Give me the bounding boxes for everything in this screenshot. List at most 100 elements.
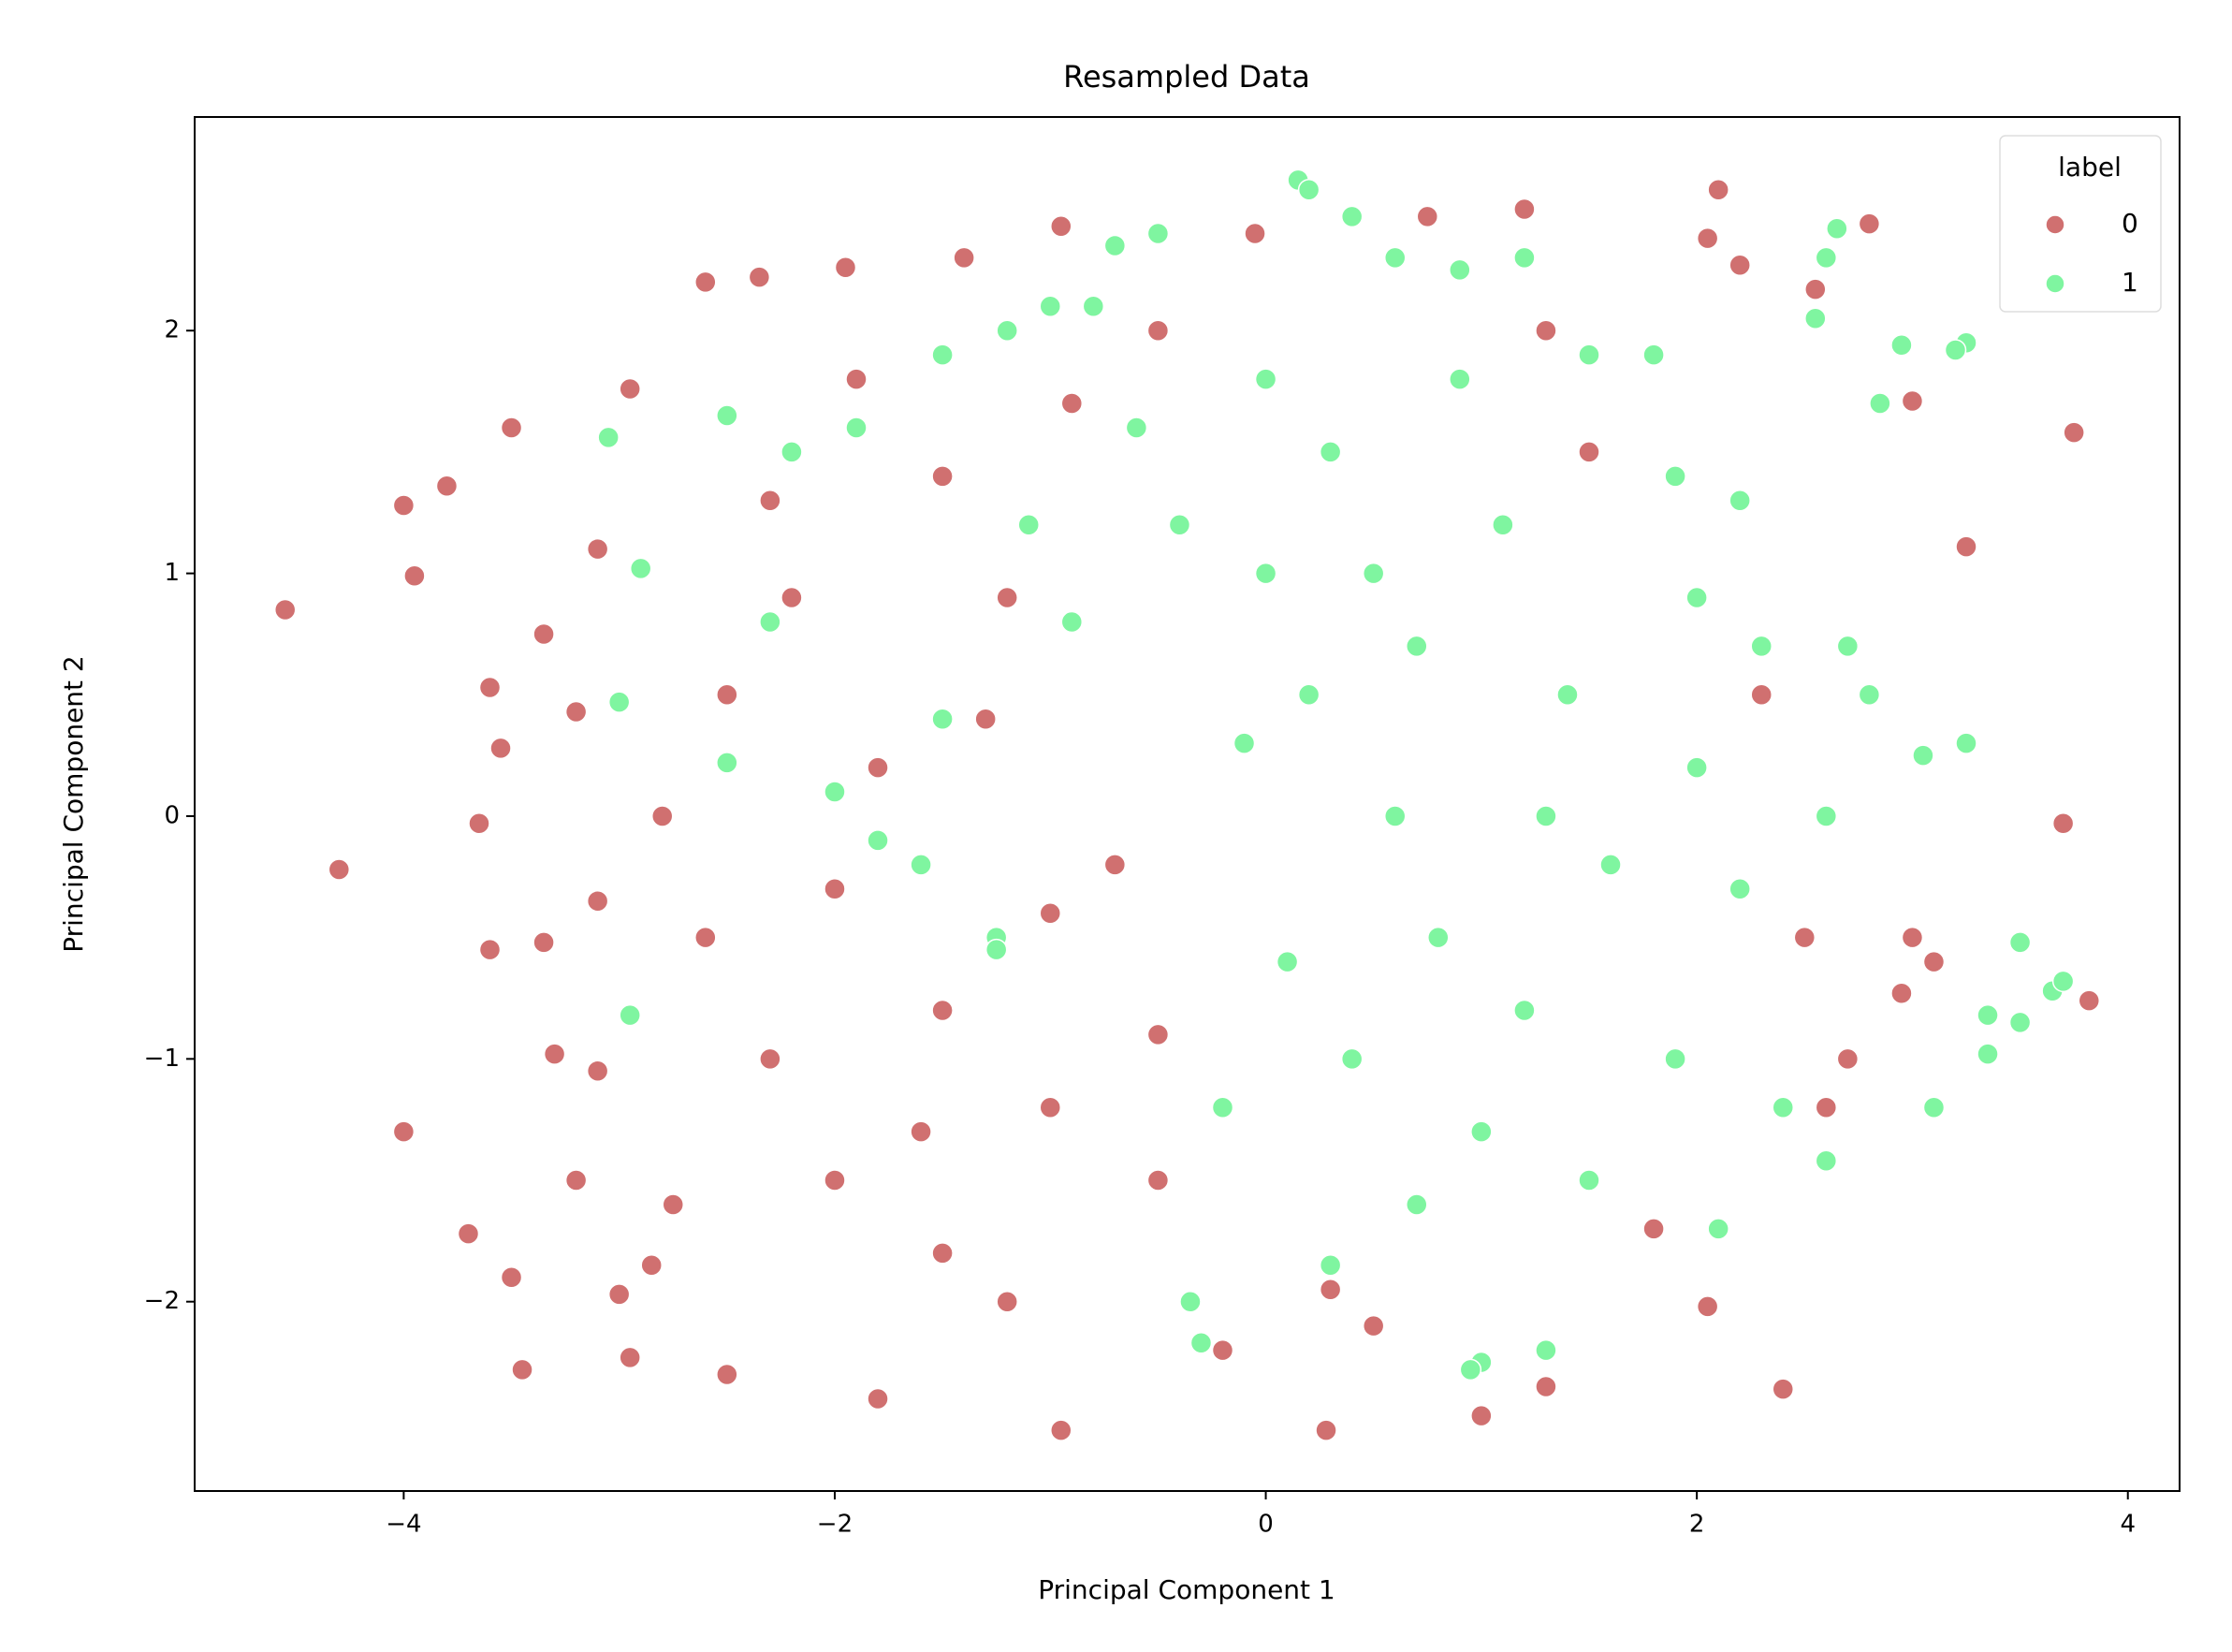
plot-area [273,168,2101,1441]
scatter-point [748,266,771,288]
scatter-point [1642,344,1665,366]
scatter-point [974,708,997,730]
scatter-point [1513,999,1536,1022]
legend-label: 0 [2122,208,2138,239]
scatter-point [845,417,868,439]
scatter-point [1729,490,1751,512]
scatter-point [931,465,954,488]
scatter-point [640,1254,663,1277]
scatter-point [1146,222,1170,245]
scatter-point [1955,732,1977,754]
scatter-point [2063,421,2085,444]
chart-title: Resampled Data [1063,59,1310,95]
scatter-point [543,1043,566,1065]
scatter-point [607,691,631,713]
scatter-point [694,926,717,949]
y-tick-label: −2 [144,1287,180,1315]
scatter-point [532,622,555,646]
scatter-point [1383,805,1407,827]
scatter-point [824,781,846,803]
scatter-point [1050,214,1072,238]
scatter-point [996,319,1018,342]
scatter-point [597,426,620,449]
scatter-point [1319,1278,1342,1301]
scatter-point [1319,441,1342,463]
scatter-point [780,441,803,463]
scatter-point [824,878,846,900]
scatter-point [619,377,641,401]
scatter-point [716,683,738,707]
scatter-point [1707,1218,1729,1240]
scatter-point [619,1346,641,1369]
scatter-point [1869,392,1891,415]
axes-frame [194,116,2181,1492]
legend-marker [2045,214,2065,235]
scatter-point [759,610,781,634]
scatter-point [867,756,889,779]
scatter-point [1039,295,1062,318]
scatter-point [1858,212,1881,235]
scatter-point [780,586,803,609]
scatter-point [1082,295,1105,318]
scatter-point [1750,635,1772,658]
scatter-point [511,1358,533,1382]
scatter-point [1146,1023,1170,1046]
scatter-point [392,494,416,517]
scatter-point [1535,1375,1557,1398]
scatter-point [1146,319,1170,342]
scatter-point [1578,344,1600,366]
scatter-point [867,829,889,852]
scatter-point [1772,1096,1795,1118]
scatter-point [1696,227,1719,250]
x-tick-label: 2 [1689,1511,1705,1539]
scatter-point [931,708,954,730]
scatter-point [1470,1404,1493,1427]
scatter-point [586,537,609,561]
x-axis-label: Principal Component 1 [1038,1574,1335,1605]
scatter-point [953,246,975,270]
scatter-point [694,270,717,294]
scatter-point [1685,756,1708,779]
scatter-point [1642,1218,1665,1240]
scatter-point [1977,1043,1999,1065]
scatter-point [1664,465,1686,488]
scatter-point [457,1222,480,1245]
y-axis-label: Principal Component 2 [58,655,89,953]
scatter-point [1890,334,1913,357]
scatter-point [532,931,555,954]
scatter-point [1297,179,1320,201]
scatter-point [1146,1169,1170,1191]
scatter-point [716,752,738,774]
scatter-point [1578,1169,1600,1191]
scatter-point [1901,926,1924,949]
scatter-point [1858,683,1881,707]
scatter-point [834,256,857,279]
scatter-point [1315,1419,1337,1441]
scatter-point [910,1120,932,1143]
scatter-point [1977,1003,1999,1027]
scatter-point [759,490,781,512]
scatter-point [1750,683,1772,707]
scatter-point [1513,246,1536,270]
scatter-point [607,1283,631,1306]
scatter-point [1383,246,1407,270]
scatter-point [1362,1314,1385,1338]
scatter-point [1406,1193,1428,1216]
scatter-point [586,889,609,913]
scatter-point [1449,258,1471,282]
scatter-point [1362,562,1385,585]
scatter-point [619,1003,641,1027]
scatter-point [1060,610,1084,634]
scatter-point [1406,635,1428,658]
scatter-point [996,1290,1018,1313]
scatter-point [1459,1358,1482,1382]
scatter-point [662,1193,685,1216]
scatter-point [1319,1254,1342,1277]
scatter-point [716,404,738,427]
scatter-point [586,1060,609,1083]
scatter-point [403,564,426,587]
scatter-point [1039,1096,1062,1118]
scatter-point [845,368,868,390]
scatter-point [1804,278,1827,300]
